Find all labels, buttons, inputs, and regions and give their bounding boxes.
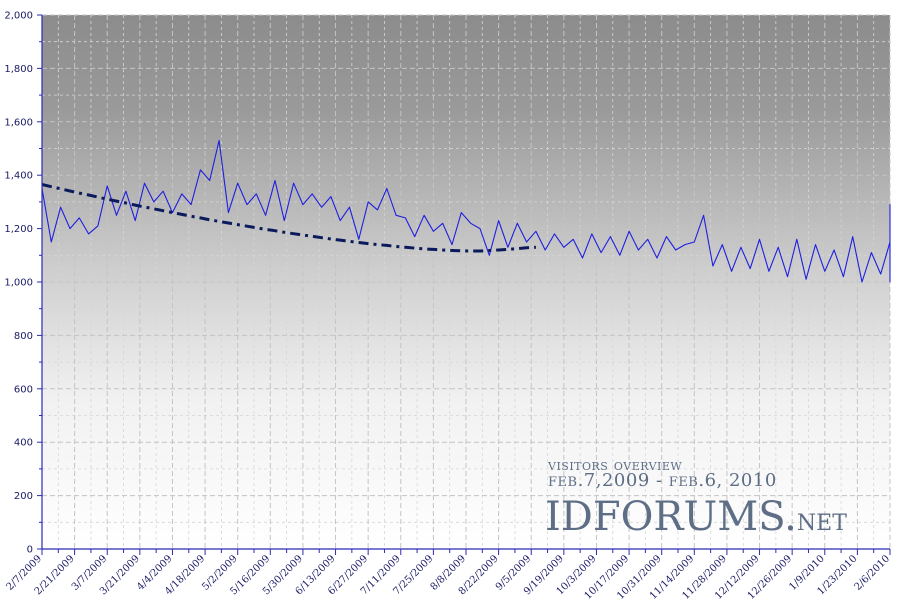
y-tick-labels: 0 200 400 600 800 1,000 1,200 1,400 1,600 1,800 2,… <box>4 11 33 556</box>
y-tick-label: 1,800 <box>4 64 33 75</box>
annotation-brand: IDFORUMS.net <box>545 494 847 542</box>
y-tick-label: 0 <box>27 545 33 556</box>
series-layer <box>41 139 891 283</box>
y-tick-label: 1,200 <box>4 224 33 235</box>
x-tick-label: 2/6/2010 <box>853 553 893 593</box>
y-tick-label: 600 <box>14 384 33 395</box>
y-tick-label: 800 <box>14 331 33 342</box>
y-tick-label: 400 <box>14 438 33 449</box>
y-tick-label: 1,600 <box>4 117 33 128</box>
series-trend-line <box>41 183 536 253</box>
annotation-title: visitors overview <box>548 455 683 474</box>
y-tick-label: 200 <box>14 491 33 502</box>
annotation-date-range: feb.7,2009 - feb.6, 2010 <box>548 470 777 491</box>
series-daily-visitors-line <box>41 139 891 283</box>
y-tick-label: 1,000 <box>4 278 33 289</box>
y-tick-label: 2,000 <box>4 11 33 22</box>
axes <box>37 14 891 555</box>
annotation-brand-main: IDFORUMS. <box>545 494 797 540</box>
x-tick-labels: 2/7/20092/21/20093/7/20093/21/20094/4/20… <box>5 553 893 602</box>
y-tick-label: 1,400 <box>4 171 33 182</box>
annotation-brand-suffix: net <box>796 500 847 538</box>
grid-major <box>42 14 891 549</box>
